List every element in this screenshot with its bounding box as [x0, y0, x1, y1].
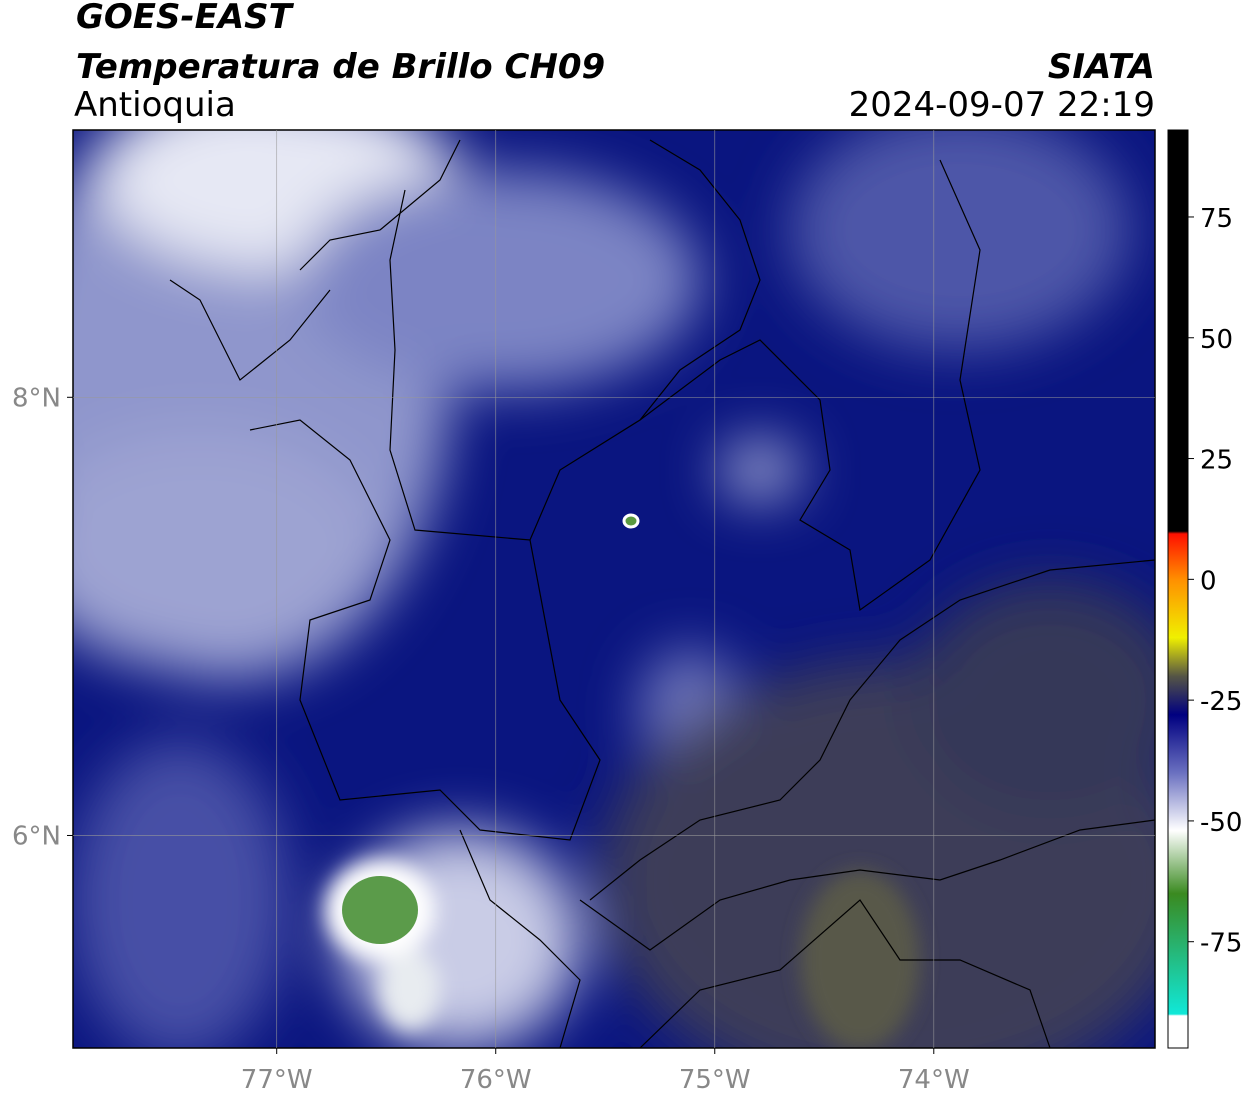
source: SIATA: [1048, 47, 1155, 87]
timestamp: 2024-09-07 22:19: [849, 85, 1155, 125]
colorbar-label: -75: [1200, 929, 1242, 959]
colorbar-label: 75: [1200, 204, 1233, 234]
region: Antioquia: [74, 85, 236, 125]
colorbar-label: 50: [1200, 325, 1233, 355]
colorbar-label: -25: [1200, 687, 1242, 717]
lon-label: 77°W: [241, 1065, 313, 1095]
subtitle: Temperatura de Brillo CH09: [76, 47, 605, 87]
lon-label: 74°W: [898, 1065, 970, 1095]
map-image: [73, 130, 1155, 1048]
map-frame: [72, 129, 1156, 1049]
lat-label: 6°N: [12, 821, 61, 851]
lat-label: 8°N: [12, 383, 61, 413]
title: GOES-EAST: [76, 0, 295, 37]
colorbar: [1167, 129, 1189, 1049]
colorbar-label: 0: [1200, 566, 1217, 596]
colorbar-label: -50: [1200, 808, 1242, 838]
colorbar-label: 25: [1200, 446, 1233, 476]
lon-label: 76°W: [460, 1065, 532, 1095]
lon-label: 75°W: [679, 1065, 751, 1095]
